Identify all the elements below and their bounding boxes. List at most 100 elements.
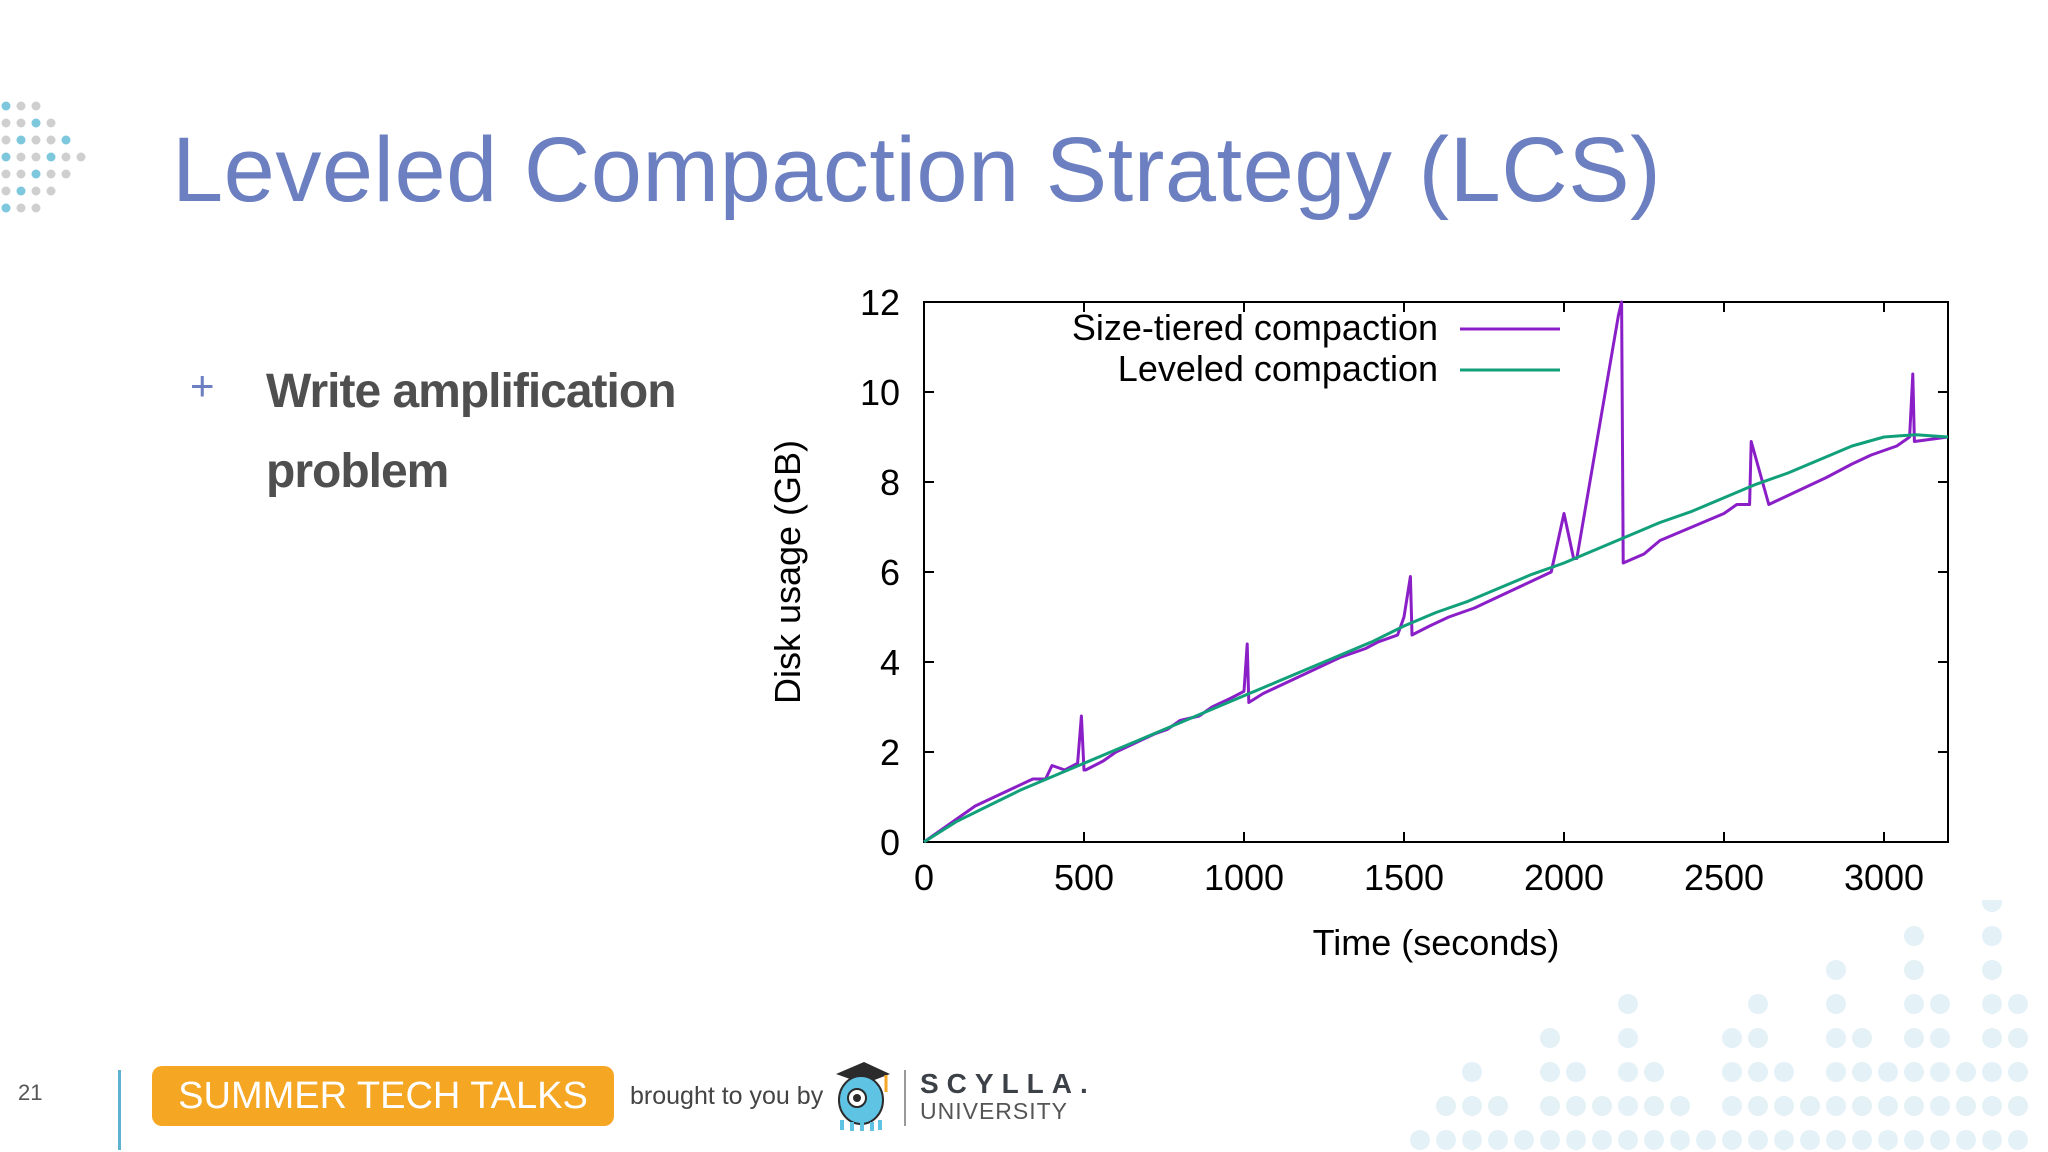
- page-number: 21: [18, 1080, 43, 1105]
- decor-dot: [1826, 960, 1846, 980]
- decor-dot: [1826, 1062, 1846, 1082]
- decor-dot: [1878, 1062, 1898, 1082]
- decor-dot: [1514, 1130, 1534, 1150]
- decor-dot: [1722, 1028, 1742, 1048]
- decor-dot: [1930, 1028, 1950, 1048]
- brought-by-text: brought to you by: [630, 1082, 824, 1110]
- decor-dot: [2008, 1130, 2028, 1150]
- decor-dot: [1982, 1028, 2002, 1048]
- decor-dot: [1774, 1130, 1794, 1150]
- y-tick-label: 12: [860, 282, 900, 323]
- decor-dot: [1, 135, 11, 145]
- decor-dot: [1566, 1062, 1586, 1082]
- decor-dot: [1982, 960, 2002, 980]
- decor-dot: [1436, 1096, 1456, 1116]
- x-tick-label: 3000: [1844, 857, 1924, 898]
- decor-dot: [1722, 1130, 1742, 1150]
- decor-dot: [2008, 1062, 2028, 1082]
- decor-dot: [1774, 1096, 1794, 1116]
- decor-dot: [1, 152, 11, 162]
- decor-dot: [1722, 1062, 1742, 1082]
- decor-dot: [1592, 1130, 1612, 1150]
- decor-dot: [1930, 1062, 1950, 1082]
- x-tick-label: 1000: [1204, 857, 1284, 898]
- y-axis-label: Disk usage (GB): [767, 440, 808, 704]
- decor-dot: [1592, 1096, 1612, 1116]
- decor-dot: [1904, 994, 1924, 1014]
- series-line-leveled: [923, 433, 1949, 844]
- decor-dot: [2008, 994, 2028, 1014]
- decorative-dots-left: [1, 101, 86, 213]
- slide-title: Leveled Compaction Strategy (LCS): [172, 119, 1662, 221]
- decor-dot: [1826, 1096, 1846, 1116]
- decor-dot: [1930, 994, 1950, 1014]
- decor-dot: [1462, 1096, 1482, 1116]
- decor-dot: [1982, 926, 2002, 946]
- decor-dot: [46, 135, 56, 145]
- decor-dot: [1748, 1028, 1768, 1048]
- decor-dot: [46, 169, 56, 179]
- decor-dot: [16, 101, 26, 111]
- footer-divider: [118, 1070, 121, 1150]
- decor-dot: [1, 186, 11, 196]
- decor-dot: [61, 169, 71, 179]
- decor-dot: [1904, 926, 1924, 946]
- y-tick-label: 4: [880, 642, 900, 683]
- decor-dot: [1956, 1130, 1976, 1150]
- event-badge: SUMMER TECH TALKS: [152, 1066, 614, 1126]
- decor-dot: [1852, 1096, 1872, 1116]
- decor-dot: [1, 101, 11, 111]
- decor-dot: [1488, 1130, 1508, 1150]
- decor-dot: [1618, 1096, 1638, 1116]
- decor-dot: [1618, 1130, 1638, 1150]
- decor-dot: [1982, 994, 2002, 1014]
- decor-dot: [1904, 1096, 1924, 1116]
- decor-dot: [1618, 1062, 1638, 1082]
- decor-dot: [46, 152, 56, 162]
- decor-dot: [1644, 1062, 1664, 1082]
- decor-dot: [1540, 1028, 1560, 1048]
- x-tick-label: 1500: [1364, 857, 1444, 898]
- decor-dot: [31, 135, 41, 145]
- decor-dot: [61, 152, 71, 162]
- mascot-logo-icon: [836, 1062, 890, 1131]
- decor-dot: [1696, 1130, 1716, 1150]
- decor-dot: [1852, 1028, 1872, 1048]
- decor-dot: [31, 118, 41, 128]
- decor-dot: [1904, 1028, 1924, 1048]
- decor-dot: [1540, 1130, 1560, 1150]
- decor-dot: [1566, 1096, 1586, 1116]
- brand-subtitle: UNIVERSITY: [920, 1098, 1069, 1124]
- decor-dot: [1488, 1096, 1508, 1116]
- decor-dot: [61, 135, 71, 145]
- bullet-text: Write amplification problem: [266, 365, 677, 498]
- y-tick-label: 10: [860, 372, 900, 413]
- bullet-marker: +: [190, 362, 215, 409]
- decor-dot: [1852, 1130, 1872, 1150]
- decor-dot: [1748, 994, 1768, 1014]
- decor-dot: [1982, 900, 2002, 912]
- decor-dot: [1748, 1096, 1768, 1116]
- x-tick-label: 2000: [1524, 857, 1604, 898]
- legend-label-leveled: Leveled compaction: [1118, 348, 1438, 389]
- x-tick-label: 0: [914, 857, 934, 898]
- decor-dot: [1, 118, 11, 128]
- decor-dot: [1982, 1130, 2002, 1150]
- y-tick-label: 6: [880, 552, 900, 593]
- decor-dot: [1566, 1130, 1586, 1150]
- decor-dot: [1956, 1062, 1976, 1082]
- decor-dot: [16, 186, 26, 196]
- decor-dot: [31, 169, 41, 179]
- decor-dot: [16, 118, 26, 128]
- x-tick-label: 2500: [1684, 857, 1764, 898]
- decor-dot: [1878, 1130, 1898, 1150]
- decor-dot: [2008, 1096, 2028, 1116]
- decor-dot: [16, 169, 26, 179]
- decor-dot: [31, 152, 41, 162]
- decor-dot: [1800, 1130, 1820, 1150]
- x-axis-label: Time (seconds): [1313, 922, 1560, 963]
- x-tick-label: 500: [1054, 857, 1114, 898]
- decor-dot: [1982, 1062, 2002, 1082]
- decor-dot: [1, 169, 11, 179]
- decor-dot: [1878, 1096, 1898, 1116]
